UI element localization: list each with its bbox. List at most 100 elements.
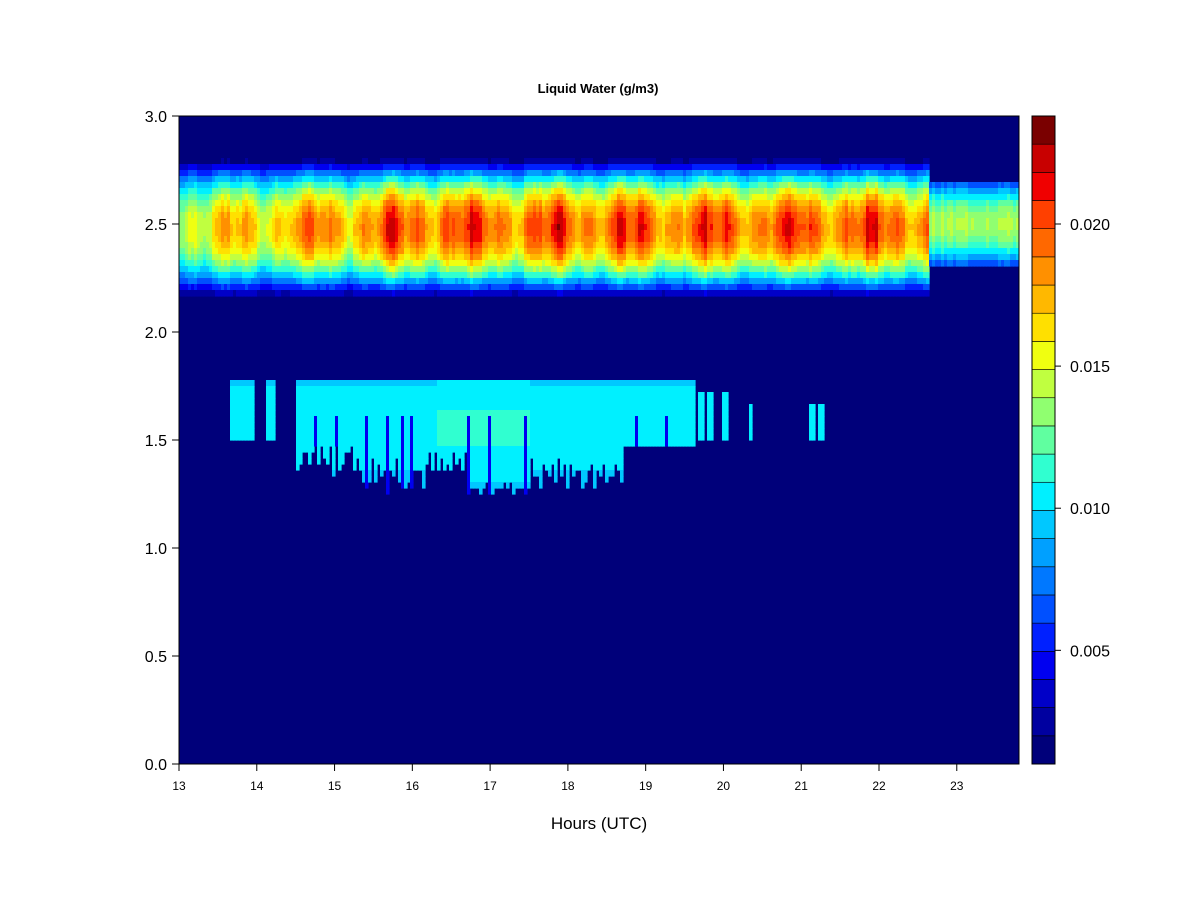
heatmap-cell-4764 bbox=[587, 428, 591, 435]
heatmap-cell-893 bbox=[281, 164, 285, 171]
heatmap-cell-723 bbox=[260, 290, 264, 297]
heatmap-cell-847 bbox=[275, 164, 279, 171]
heatmap-cell-3104 bbox=[464, 170, 468, 177]
heatmap-cell-1442 bbox=[332, 194, 336, 201]
heatmap-cell-3457 bbox=[488, 434, 492, 441]
heatmap-cell-339 bbox=[221, 260, 225, 267]
heatmap-cell-2603 bbox=[422, 278, 426, 285]
heatmap-cell-218 bbox=[206, 224, 210, 231]
heatmap-cell-2765 bbox=[434, 428, 438, 435]
heatmap-cell-2066 bbox=[380, 434, 384, 441]
heatmap-cell-165 bbox=[200, 182, 204, 189]
heatmap-cell-4973 bbox=[605, 218, 609, 225]
heatmap-cell-935 bbox=[284, 278, 288, 285]
heatmap-cell-4564 bbox=[572, 404, 576, 411]
heatmap-cell-4533 bbox=[569, 440, 573, 447]
heatmap-cell-619 bbox=[248, 422, 252, 429]
heatmap-cell-1128 bbox=[305, 224, 309, 231]
heatmap-cell-332 bbox=[221, 218, 225, 225]
heatmap-cell-4396 bbox=[560, 236, 564, 243]
heatmap-cell-210 bbox=[206, 176, 210, 183]
heatmap-cell-912 bbox=[281, 278, 285, 285]
heatmap-cell-832 bbox=[272, 272, 276, 279]
heatmap-cell-1175 bbox=[308, 380, 312, 387]
heatmap-cell-1487 bbox=[335, 230, 339, 237]
heatmap-cell-3676 bbox=[506, 182, 510, 189]
heatmap-cell-458 bbox=[236, 164, 240, 171]
heatmap-cell-1997 bbox=[377, 158, 381, 165]
heatmap-cell-152 bbox=[197, 242, 201, 249]
heatmap-cell-3830 bbox=[515, 452, 519, 459]
heatmap-cell-182 bbox=[200, 284, 204, 291]
heatmap-cell-1709 bbox=[353, 284, 357, 291]
heatmap-cell-249 bbox=[209, 272, 213, 279]
heatmap-cell-3910 bbox=[521, 440, 525, 447]
heatmap-cell-13 bbox=[179, 236, 183, 243]
heatmap-cell-492 bbox=[239, 170, 243, 177]
heatmap-cell-2167 bbox=[389, 242, 393, 249]
heatmap-cell-2474 bbox=[413, 188, 417, 195]
heatmap-cell-1333 bbox=[323, 182, 327, 189]
heatmap-cell-4412 bbox=[560, 416, 564, 423]
heatmap-cell-3260 bbox=[473, 482, 477, 489]
heatmap-cell-757 bbox=[266, 218, 270, 225]
heatmap-cell-655 bbox=[254, 158, 258, 165]
heatmap-cell-3944 bbox=[524, 398, 528, 405]
heatmap-cell-1785 bbox=[359, 380, 363, 387]
heatmap-cell-1420 bbox=[329, 266, 333, 273]
heatmap-cell-476 bbox=[236, 272, 240, 279]
heatmap-cell-1316 bbox=[320, 284, 324, 291]
heatmap-cell-3060 bbox=[458, 434, 462, 441]
heatmap-cell-2354 bbox=[404, 200, 408, 207]
heatmap-cell-4004 bbox=[530, 176, 534, 183]
heatmap-cell-3660 bbox=[503, 410, 507, 417]
heatmap-cell-139 bbox=[197, 164, 201, 171]
heatmap-cell-3113 bbox=[464, 224, 468, 231]
heatmap-cell-284 bbox=[215, 206, 219, 213]
heatmap-cell-1833 bbox=[362, 440, 366, 447]
heatmap-cell-1842 bbox=[365, 170, 369, 177]
heatmap-cell-75 bbox=[188, 194, 192, 201]
heatmap-cell-3790 bbox=[512, 464, 516, 471]
heatmap-cell-763 bbox=[266, 254, 270, 261]
heatmap-cell-4599 bbox=[575, 380, 579, 387]
heatmap-cell-1471 bbox=[332, 452, 336, 459]
heatmap-cell-4290 bbox=[551, 278, 555, 285]
heatmap-cell-3891 bbox=[521, 242, 525, 249]
heatmap-cell-3576 bbox=[497, 398, 501, 405]
heatmap-cell-2139 bbox=[386, 410, 390, 417]
heatmap-cell-1695 bbox=[353, 200, 357, 207]
heatmap-cell-3340 bbox=[479, 470, 483, 477]
heatmap-cell-3048 bbox=[458, 278, 462, 285]
heatmap-cell-2754 bbox=[434, 278, 438, 285]
heatmap-cell-818 bbox=[272, 188, 276, 195]
heatmap-cell-878 bbox=[278, 212, 282, 219]
heatmap-cell-4995 bbox=[605, 434, 609, 441]
heatmap-cell-2199 bbox=[392, 206, 396, 213]
heatmap-cell-4456 bbox=[563, 446, 567, 453]
heatmap-cell-2679 bbox=[428, 266, 432, 273]
heatmap-cell-287 bbox=[215, 224, 219, 231]
heatmap-cell-3783 bbox=[512, 422, 516, 429]
heatmap-cell-3276 bbox=[476, 248, 480, 255]
heatmap-cell-286 bbox=[215, 218, 219, 225]
heatmap-cell-4397 bbox=[560, 242, 564, 249]
heatmap-cell-4276 bbox=[551, 194, 555, 201]
heatmap-cell-3852 bbox=[518, 254, 522, 261]
heatmap-cell-4360 bbox=[557, 236, 561, 243]
heatmap-cell-1964 bbox=[374, 200, 378, 207]
heatmap-cell-2639 bbox=[425, 248, 429, 255]
heatmap-cell-318 bbox=[218, 272, 222, 279]
heatmap-cell-3335 bbox=[479, 440, 483, 447]
heatmap-cell-3880 bbox=[521, 176, 525, 183]
heatmap-cell-2993 bbox=[455, 170, 459, 177]
heatmap-cell-1007 bbox=[296, 158, 300, 165]
heatmap-cell-1559 bbox=[341, 230, 345, 237]
heatmap-cell-4153 bbox=[539, 470, 543, 477]
heatmap-cell-4435 bbox=[563, 236, 567, 243]
heatmap-cell-4440 bbox=[563, 266, 567, 273]
heatmap-cell-319 bbox=[218, 278, 222, 285]
heatmap-cell-274 bbox=[212, 284, 216, 291]
heatmap-cell-252 bbox=[209, 290, 213, 297]
heatmap-cell-215 bbox=[206, 206, 210, 213]
